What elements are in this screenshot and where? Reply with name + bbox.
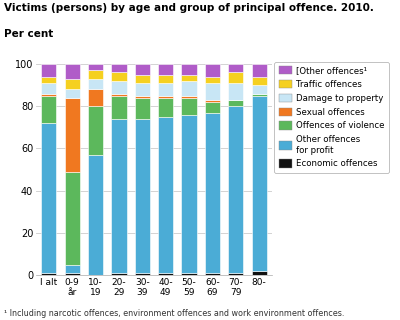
Bar [41,96,56,123]
Bar [182,273,197,275]
Text: ¹ Including narcotic offences, environment offences and work environment offence: ¹ Including narcotic offences, environme… [4,309,344,318]
Bar [88,79,103,89]
Bar [228,83,243,100]
Bar [111,72,126,81]
Bar [252,77,267,85]
Bar [111,81,126,93]
Bar [205,273,220,275]
Bar [111,119,126,273]
Legend: [Other offences¹, Traffic offences, Damage to property, Sexual offences, Offence: [Other offences¹, Traffic offences, Dama… [274,62,389,173]
Bar [182,98,197,115]
Bar [135,273,150,275]
Bar [182,96,197,98]
Bar [205,113,220,273]
Bar [135,98,150,119]
Bar [205,77,220,83]
Bar [252,271,267,275]
Bar [252,64,267,77]
Bar [111,64,126,72]
Bar [111,96,126,119]
Bar [205,100,220,102]
Bar [41,83,56,93]
Bar [158,75,173,83]
Bar [135,75,150,83]
Bar [182,115,197,273]
Bar [182,81,197,96]
Bar [228,64,243,72]
Bar [228,72,243,83]
Bar [182,75,197,81]
Bar [88,106,103,155]
Bar [228,100,243,106]
Bar [252,93,267,96]
Bar [88,155,103,275]
Bar [158,64,173,75]
Bar [41,64,56,77]
Bar [65,79,80,89]
Bar [111,93,126,96]
Bar [135,64,150,75]
Bar [205,102,220,113]
Bar [65,89,80,98]
Bar [65,98,80,172]
Bar [252,85,267,93]
Bar [135,119,150,273]
Bar [65,64,80,79]
Bar [65,265,80,273]
Bar [158,98,173,117]
Bar [41,77,56,83]
Bar [135,96,150,98]
Bar [158,273,173,275]
Bar [111,273,126,275]
Bar [252,96,267,271]
Bar [41,273,56,275]
Bar [41,93,56,96]
Bar [88,70,103,79]
Bar [158,83,173,96]
Bar [65,273,80,275]
Bar [158,96,173,98]
Bar [88,64,103,70]
Bar [205,64,220,77]
Bar [205,83,220,100]
Bar [228,106,243,273]
Bar [88,89,103,106]
Bar [182,64,197,75]
Bar [228,273,243,275]
Bar [41,123,56,273]
Text: Victims (persons) by age and group of principal offence. 2010.: Victims (persons) by age and group of pr… [4,3,374,13]
Text: Per cent: Per cent [4,29,53,39]
Bar [65,172,80,265]
Bar [158,117,173,273]
Bar [135,83,150,96]
